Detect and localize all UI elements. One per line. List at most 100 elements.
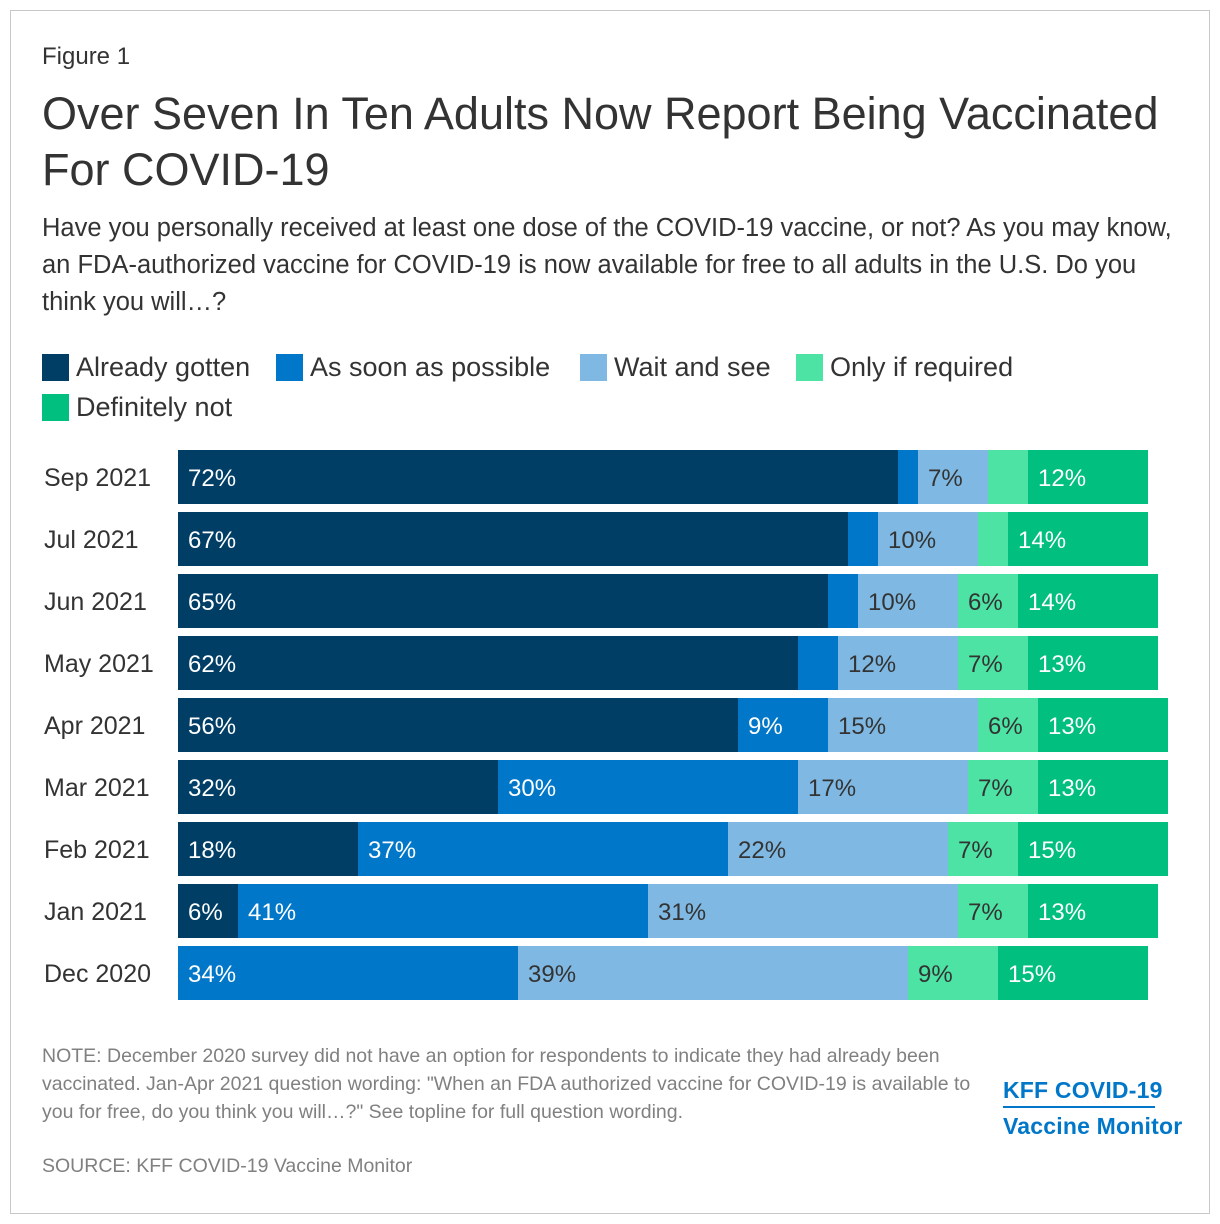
- data-label: 13%: [1048, 713, 1096, 740]
- data-label: 17%: [808, 775, 856, 802]
- category-label: Jun 2021: [44, 588, 147, 616]
- bar-already-gotten: [178, 512, 848, 566]
- data-label: 7%: [928, 465, 963, 492]
- data-label: 65%: [188, 589, 236, 616]
- logo-rule: [1003, 1106, 1155, 1108]
- bar-as-soon-as-possible: [358, 822, 728, 876]
- bar-only-if-required: [958, 884, 1028, 938]
- bar-definitely-not: [1028, 450, 1148, 504]
- chart-subtitle: Have you personally received at least on…: [42, 214, 1172, 316]
- data-label: 6%: [988, 713, 1023, 740]
- bar-already-gotten: [178, 636, 798, 690]
- category-label: Sep 2021: [44, 464, 151, 492]
- chart-title: Over Seven In Ten Adults Now Report Bein…: [42, 88, 1159, 195]
- data-label: 30%: [508, 775, 556, 802]
- bar-wait-and-see: [798, 760, 968, 814]
- data-label: 18%: [188, 837, 236, 864]
- data-label: 56%: [188, 713, 236, 740]
- bar-already-gotten: [178, 884, 238, 938]
- bar-only-if-required: [988, 450, 1028, 504]
- data-label: 72%: [188, 465, 236, 492]
- data-label: 7%: [978, 775, 1013, 802]
- data-label: 15%: [1008, 961, 1056, 988]
- logo-line-1: KFF COVID-19: [1003, 1077, 1163, 1103]
- chart-source: SOURCE: KFF COVID-19 Vaccine Monitor: [42, 1155, 413, 1177]
- bar-wait-and-see: [828, 698, 978, 752]
- bar-only-if-required: [968, 760, 1038, 814]
- bar-as-soon-as-possible: [828, 574, 858, 628]
- bar-as-soon-as-possible: [898, 450, 918, 504]
- bar-definitely-not: [1008, 512, 1148, 566]
- kff-logo: KFF COVID-19 Vaccine Monitor: [1003, 1075, 1183, 1141]
- data-label: 12%: [1038, 465, 1086, 492]
- bar-already-gotten: [178, 574, 828, 628]
- legend-item-definitely-not: Definitely not: [42, 392, 232, 423]
- bar-as-soon-as-possible: [738, 698, 828, 752]
- bar-definitely-not: [1018, 822, 1168, 876]
- data-label: 15%: [1028, 837, 1076, 864]
- bar-only-if-required: [908, 946, 998, 1000]
- legend-label: Wait and see: [614, 352, 771, 382]
- chart-note: NOTE: December 2020 survey did not have …: [42, 1045, 971, 1123]
- data-label: 14%: [1018, 527, 1066, 554]
- legend-item-already-gotten: Already gotten: [42, 352, 250, 383]
- legend-label: As soon as possible: [310, 352, 551, 382]
- data-label: 15%: [838, 713, 886, 740]
- category-label: May 2021: [44, 650, 154, 678]
- bar-wait-and-see: [728, 822, 948, 876]
- data-label: 6%: [188, 899, 223, 926]
- data-label: 13%: [1038, 899, 1086, 926]
- bar-as-soon-as-possible: [178, 946, 518, 1000]
- category-label: Mar 2021: [44, 774, 150, 802]
- bar-definitely-not: [1028, 636, 1158, 690]
- data-label: 31%: [658, 899, 706, 926]
- bar-definitely-not: [1038, 698, 1168, 752]
- bar-only-if-required: [948, 822, 1018, 876]
- data-label: 7%: [958, 837, 993, 864]
- bar-as-soon-as-possible: [848, 512, 878, 566]
- legend-label: Only if required: [830, 352, 1014, 382]
- bar-already-gotten: [178, 822, 358, 876]
- data-label: 10%: [868, 589, 916, 616]
- data-label: 22%: [738, 837, 786, 864]
- legend-swatch: [42, 354, 69, 381]
- bar-as-soon-as-possible: [498, 760, 798, 814]
- legend-item-wait-and-see: Wait and see: [580, 352, 771, 383]
- data-label: 7%: [968, 651, 1003, 678]
- data-label: 34%: [188, 961, 236, 988]
- bar-definitely-not: [1018, 574, 1158, 628]
- category-label: Jan 2021: [44, 898, 147, 926]
- data-label: 67%: [188, 527, 236, 554]
- data-label: 9%: [748, 713, 783, 740]
- legend-label: Already gotten: [76, 352, 251, 382]
- bar-already-gotten: [178, 450, 898, 504]
- bar-as-soon-as-possible: [798, 636, 838, 690]
- bar-wait-and-see: [518, 946, 908, 1000]
- logo-line-2: Vaccine Monitor: [1003, 1113, 1183, 1139]
- data-label: 14%: [1028, 589, 1076, 616]
- data-label: 41%: [248, 899, 296, 926]
- data-label: 13%: [1048, 775, 1096, 802]
- data-label: 6%: [968, 589, 1003, 616]
- legend-swatch: [276, 354, 303, 381]
- legend-swatch: [42, 394, 69, 421]
- category-label: Jul 2021: [44, 526, 139, 554]
- bar-already-gotten: [178, 760, 498, 814]
- bar-definitely-not: [1038, 760, 1168, 814]
- category-label: Apr 2021: [44, 712, 145, 740]
- bar-only-if-required: [978, 698, 1038, 752]
- figure-label: Figure 1: [42, 43, 131, 70]
- bar-as-soon-as-possible: [238, 884, 648, 938]
- data-label: 39%: [528, 961, 576, 988]
- bar-definitely-not: [1028, 884, 1158, 938]
- legend-swatch: [796, 354, 823, 381]
- category-label: Dec 2020: [44, 960, 151, 988]
- bar-wait-and-see: [838, 636, 958, 690]
- legend-label: Definitely not: [76, 392, 233, 422]
- bar-wait-and-see: [648, 884, 958, 938]
- bar-wait-and-see: [858, 574, 958, 628]
- data-label: 9%: [918, 961, 953, 988]
- bar-definitely-not: [998, 946, 1148, 1000]
- bar-only-if-required: [978, 512, 1008, 566]
